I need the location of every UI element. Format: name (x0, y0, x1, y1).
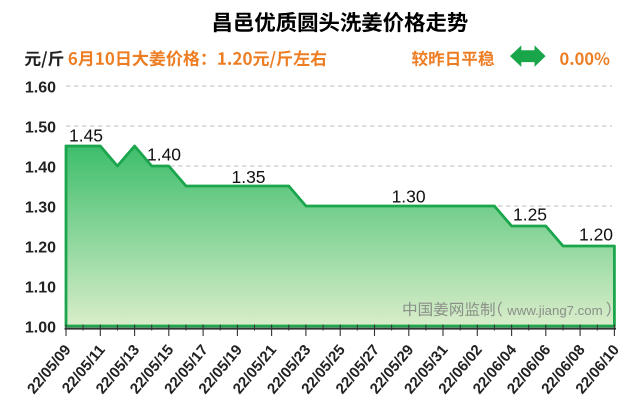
svg-text:1.00: 1.00 (25, 320, 56, 337)
svg-text:1.40: 1.40 (147, 144, 181, 164)
svg-text:1.60: 1.60 (25, 80, 56, 97)
svg-text:1.50: 1.50 (25, 120, 56, 137)
svg-text:1.25: 1.25 (513, 204, 547, 224)
svg-text:1.10: 1.10 (25, 280, 56, 297)
svg-text:1.45: 1.45 (69, 125, 103, 145)
svg-text:1.40: 1.40 (25, 160, 56, 177)
svg-text:1.30: 1.30 (25, 200, 56, 217)
svg-text:1.35: 1.35 (231, 167, 265, 187)
svg-text:www.jiang7.com: www.jiang7.com (506, 303, 602, 318)
svg-text:1.20: 1.20 (25, 240, 56, 257)
svg-text:1.30: 1.30 (392, 186, 426, 206)
svg-text:1.20: 1.20 (579, 225, 613, 245)
